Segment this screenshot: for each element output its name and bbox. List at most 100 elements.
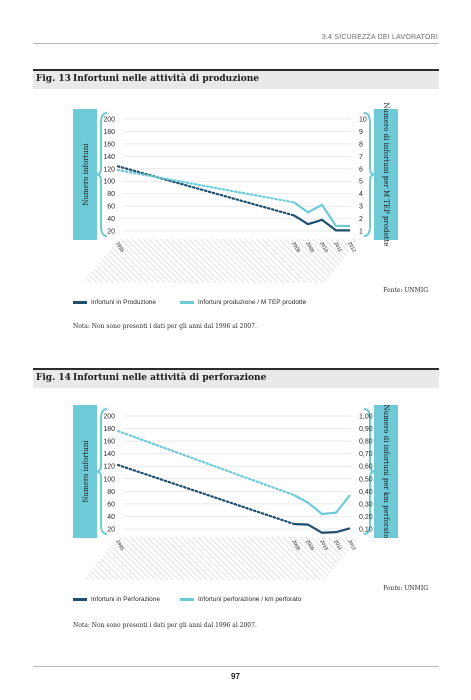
x-tick-label: 2011 <box>332 241 343 254</box>
left-axis-panel <box>73 109 97 240</box>
y2-tick-label: 0,30 <box>359 501 373 508</box>
y-tick-label: 200 <box>103 117 115 124</box>
figure-13-title: Infortuni nelle attività di produzione <box>73 74 259 84</box>
x-tick-label: 2009 <box>304 241 315 254</box>
x-tick-label: 2010 <box>318 241 329 254</box>
figure-13-note: Nota: Non sono presenti i dati per gli a… <box>73 323 257 330</box>
y2-tick-label: 2 <box>359 216 363 223</box>
x-tick-label: 2012 <box>346 241 357 254</box>
y2-tick-label: 0,20 <box>359 514 373 521</box>
y2-tick-label: 0,90 <box>359 426 373 433</box>
series-gap-segment <box>116 463 296 526</box>
y-tick-label: 60 <box>107 204 115 211</box>
x-tick-label: 2008 <box>290 539 301 552</box>
series-line-dark <box>293 214 350 232</box>
legend-label: Infortuni in Produzione <box>91 299 157 306</box>
left-brace <box>95 112 108 237</box>
figure-13-source: Fonte: UNMIG <box>383 287 428 294</box>
y2-tick-label: 8 <box>359 141 363 148</box>
y-tick-label: 100 <box>103 476 115 483</box>
legend-label: Infortuni perforazione / km perforato <box>198 596 302 603</box>
legend-item-dark: Infortuni in Produzione <box>73 299 156 306</box>
x-tick-label: 1995 <box>114 241 125 254</box>
series-gap-segment <box>116 429 296 497</box>
y-tick-label: 180 <box>103 129 115 136</box>
y-axis-title: Numero infortuni <box>82 143 90 206</box>
y-tick-label: 40 <box>107 514 115 521</box>
y2-tick-label: 4 <box>359 191 363 198</box>
section-header: 3.4 SICUREZZA DEI LAVORATORI <box>321 34 438 41</box>
legend-swatch <box>73 300 87 304</box>
legend-label: Infortuni in Perforazione <box>91 596 161 603</box>
figure-14-legend: Infortuni in Perforazione Infortuni perf… <box>73 596 403 606</box>
y2-tick-label: 0,50 <box>359 476 373 483</box>
y2-tick-label: 10 <box>359 117 367 124</box>
figure-14-chart: Numero infortuni Numero di infortuni per … <box>73 405 398 580</box>
right-brace <box>363 408 376 535</box>
figure-13-chart: Numero infortuni Numero di infortuni per … <box>73 102 398 283</box>
series-gap-segment <box>116 168 296 204</box>
y-tick-label: 40 <box>107 216 115 223</box>
y-tick-label: 120 <box>103 464 115 471</box>
y2-tick-label: 0,70 <box>359 451 373 458</box>
y2-tick-label: 7 <box>359 154 363 161</box>
y-tick-label: 60 <box>107 501 115 508</box>
figure-13-number: Fig. 13 <box>36 74 71 84</box>
page-number: 97 <box>231 672 240 681</box>
y2-tick-label: 6 <box>359 166 363 173</box>
y2-tick-label: 9 <box>359 129 363 136</box>
x-tick-label: 2012 <box>346 539 357 552</box>
x-axis-band <box>83 239 360 283</box>
figure-14-number: Fig. 14 <box>36 373 71 383</box>
right-brace <box>363 112 376 237</box>
figure-14-note: Nota: Non sono presenti i dati per gli a… <box>73 622 257 629</box>
y2-tick-label: 1 <box>359 229 363 236</box>
legend-swatch <box>73 597 87 601</box>
y-tick-label: 200 <box>103 414 115 421</box>
legend-label: Infortuni produzione / M TEP prodotte <box>198 299 307 306</box>
y-tick-label: 80 <box>107 489 115 496</box>
y2-tick-label: 0,80 <box>359 439 373 446</box>
y-tick-label: 140 <box>103 154 115 161</box>
legend-item-light: Infortuni produzione / M TEP prodotte <box>180 299 306 306</box>
y2-tick-label: 0,10 <box>359 527 373 534</box>
legend-item-light: Infortuni perforazione / km perforato <box>180 596 301 603</box>
legend-item-dark: Infortuni in Perforazione <box>73 596 160 603</box>
y2-tick-label: 0,40 <box>359 489 373 496</box>
y2-tick-label: 1,00 <box>359 414 373 421</box>
figure-14-source: Fonte: UNMIG <box>383 585 428 592</box>
x-tick-label: 2010 <box>318 539 329 552</box>
header-rule <box>33 43 439 44</box>
figure-14-title: Infortuni nelle attività di perforazione <box>73 373 267 383</box>
x-axis-band <box>83 537 360 580</box>
y2-tick-label: 5 <box>359 179 363 186</box>
figure-13-titlebar: Fig. 13 Infortuni nelle attività di prod… <box>33 69 439 89</box>
figure-13-legend: Infortuni in Produzione Infortuni produz… <box>73 299 403 309</box>
figure-14-titlebar: Fig. 14 Infortuni nelle attività di perf… <box>33 368 439 388</box>
series-line-dark <box>293 522 351 534</box>
right-axis-panel <box>374 109 398 240</box>
left-brace <box>95 408 108 535</box>
y-tick-label: 20 <box>107 527 115 534</box>
y-tick-label: 160 <box>103 439 115 446</box>
x-tick-label: 2009 <box>304 539 315 552</box>
x-tick-label: 1995 <box>114 539 125 552</box>
y2-tick-label: 0,60 <box>359 464 373 471</box>
legend-swatch <box>180 300 194 304</box>
y2-axis-title: Numero di infortuni per M TEP prodotte <box>382 102 390 246</box>
legend-swatch <box>180 597 194 601</box>
y2-tick-label: 3 <box>359 204 363 211</box>
y-tick-label: 120 <box>103 166 115 173</box>
series-line-light <box>293 494 351 516</box>
right-axis-panel <box>374 405 398 538</box>
left-axis-panel <box>73 405 97 538</box>
y2-axis-title: Numero di infortuni per km perforato <box>382 405 390 539</box>
x-tick-label: 2008 <box>290 241 301 254</box>
footer-rule <box>33 666 439 667</box>
series-line-light <box>293 201 350 228</box>
y-tick-label: 20 <box>107 229 115 236</box>
y-tick-label: 80 <box>107 191 115 198</box>
y-axis-title: Numero infortuni <box>82 440 90 503</box>
y-tick-label: 180 <box>103 426 115 433</box>
y-tick-label: 100 <box>103 179 115 186</box>
